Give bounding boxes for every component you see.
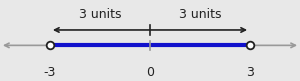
Text: 3: 3 <box>246 66 254 79</box>
Text: 0: 0 <box>146 66 154 79</box>
Text: 3 units: 3 units <box>79 8 121 21</box>
Text: 3 units: 3 units <box>179 8 221 21</box>
Text: -3: -3 <box>44 66 56 79</box>
